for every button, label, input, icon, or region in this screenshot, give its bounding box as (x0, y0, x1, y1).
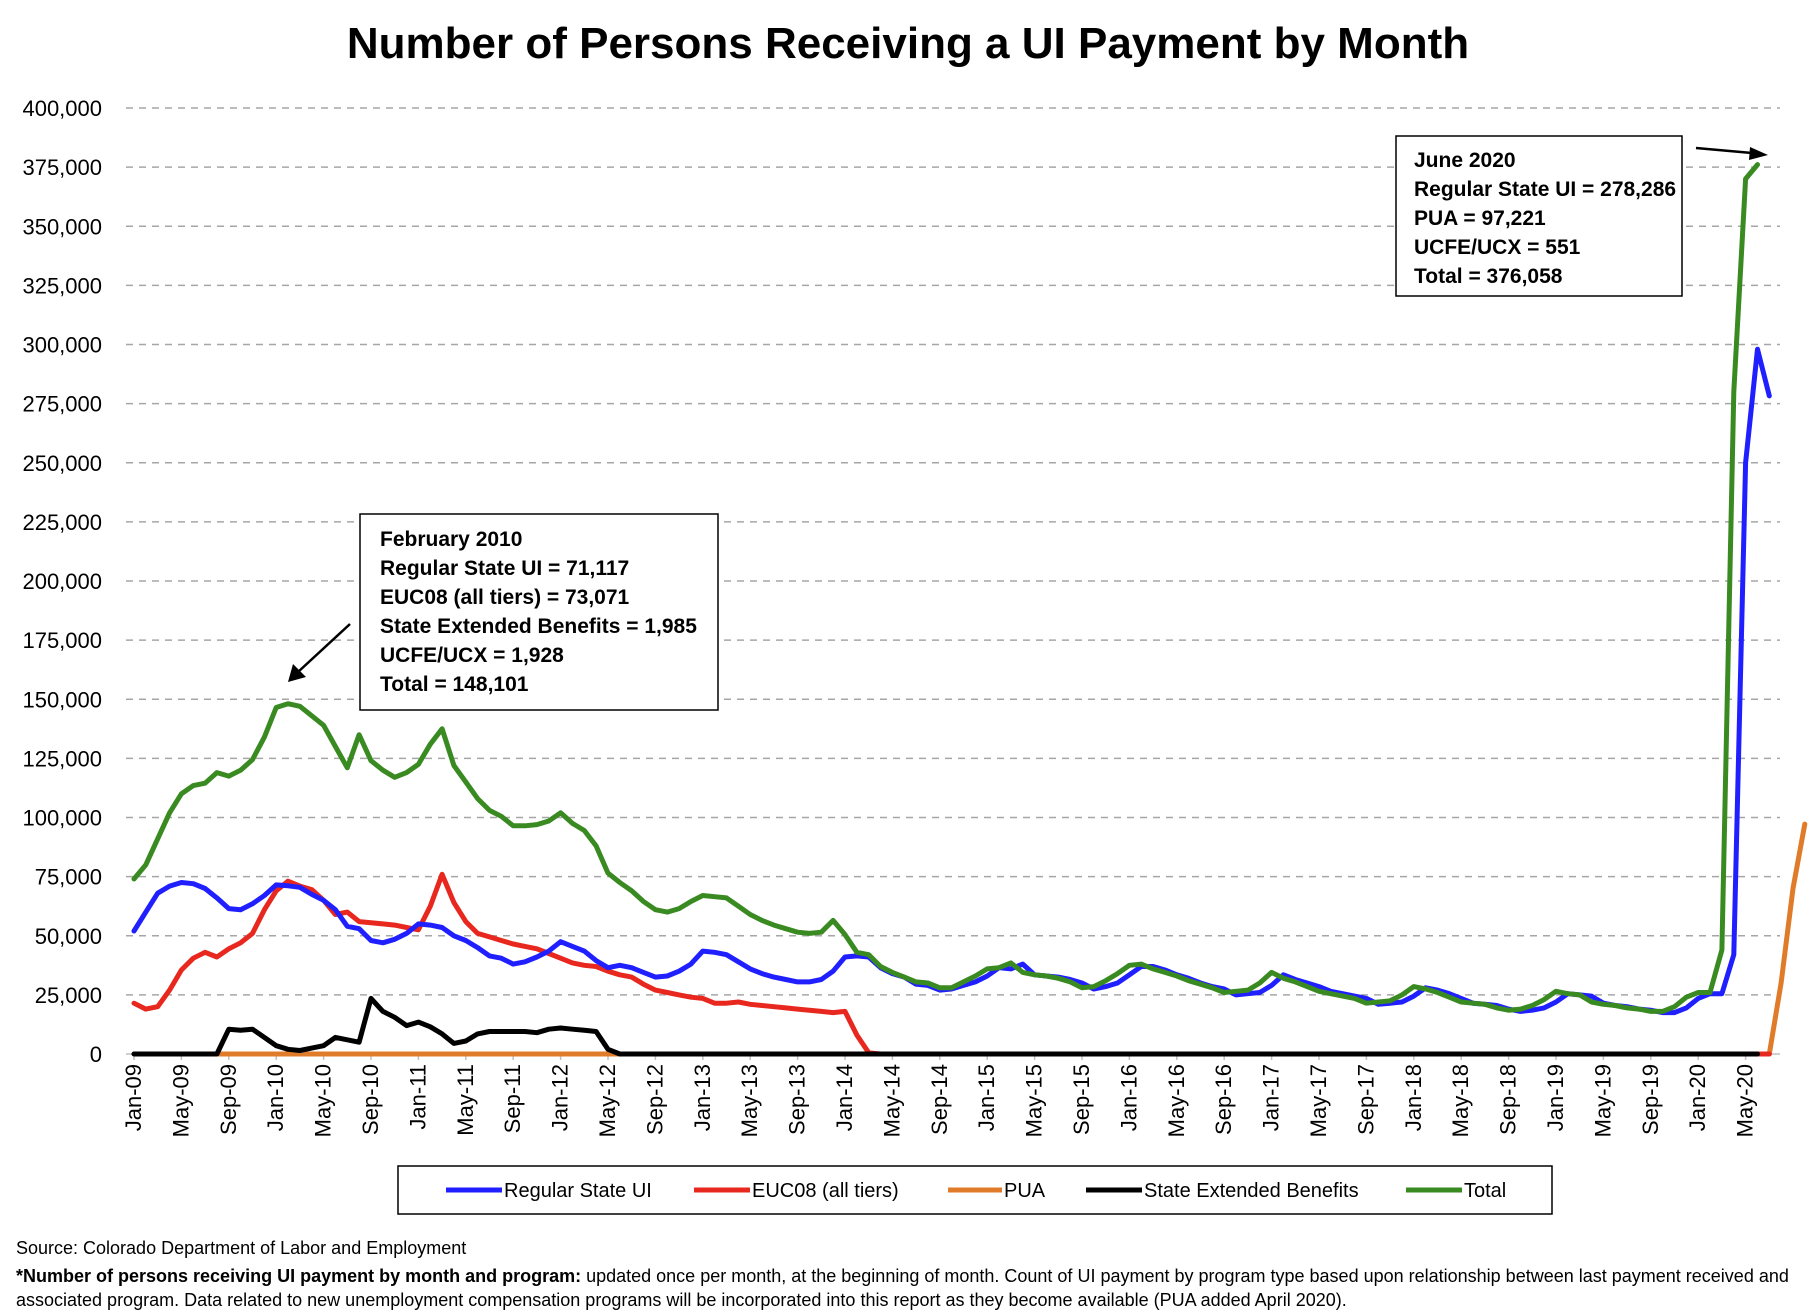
x-tick-label: Sep-09 (216, 1064, 241, 1135)
y-tick-label: 200,000 (22, 569, 102, 594)
source-note: Source: Colorado Department of Labor and… (16, 1238, 467, 1258)
annotation-arrow (1695, 146, 1753, 155)
y-tick-label: 250,000 (22, 451, 102, 476)
y-tick-label: 300,000 (22, 333, 102, 358)
y-tick-label: 0 (90, 1042, 102, 1067)
annotation-line: Total = 376,058 (1414, 265, 1563, 288)
y-tick-label: 175,000 (22, 628, 102, 653)
x-tick-label: Jan-09 (121, 1064, 146, 1131)
x-tick-label: May-09 (168, 1064, 193, 1137)
x-tick-label: May-16 (1164, 1064, 1189, 1137)
series-line-state-extended-benefits (131, 995, 1760, 1057)
legend-item-pua: PUA (948, 1180, 1046, 1202)
x-tick-label: Sep-10 (358, 1064, 383, 1135)
x-tick-label: Jan-13 (690, 1064, 715, 1131)
footnote-heading: *Number of persons receiving UI payment … (16, 1266, 582, 1286)
chart-title: Number of Persons Receiving a UI Payment… (347, 19, 1469, 68)
y-tick-label: 225,000 (22, 510, 102, 535)
x-tick-label: Jan-20 (1685, 1064, 1710, 1131)
x-tick-label: Sep-19 (1638, 1064, 1663, 1135)
series-lines (131, 162, 1808, 1057)
annotation-line: Total = 148,101 (380, 673, 529, 696)
y-tick-label: 375,000 (22, 155, 102, 180)
x-tick-label: May-19 (1590, 1064, 1615, 1137)
series-line-total (131, 162, 1760, 1014)
x-tick-label: Jan-10 (263, 1064, 288, 1131)
y-axis-ticks: 0 25,000 50,000 75,000 100,000 125,000 150,000… (22, 96, 102, 1067)
x-tick-label: May-12 (595, 1064, 620, 1137)
y-tick-label: 100,000 (22, 806, 102, 831)
legend-label: Regular State UI (504, 1180, 652, 1202)
y-tick-label: 325,000 (22, 273, 102, 298)
x-tick-label: May-18 (1448, 1064, 1473, 1137)
x-tick-label: May-13 (737, 1064, 762, 1137)
x-tick-label: May-17 (1306, 1064, 1331, 1137)
annotation-line: PUA = 97,221 (1414, 207, 1546, 230)
x-tick-label: May-10 (311, 1064, 336, 1137)
legend-item-regular-state-ui: Regular State UI (446, 1180, 652, 1202)
x-tick-label: Jan-19 (1543, 1064, 1568, 1131)
x-tick-label: Jan-15 (974, 1064, 999, 1131)
y-tick-label: 50,000 (35, 924, 102, 949)
footnote-text: updated once per month, at the beginning… (16, 1266, 1789, 1310)
footnote: *Number of persons receiving UI payment … (16, 1264, 1806, 1312)
x-tick-label: Sep-14 (927, 1064, 952, 1135)
y-tick-label: 150,000 (22, 687, 102, 712)
y-tick-label: 350,000 (22, 214, 102, 239)
y-tick-label: 275,000 (22, 392, 102, 417)
y-tick-label: 75,000 (35, 865, 102, 890)
legend-label: PUA (1004, 1180, 1046, 1202)
x-tick-label: Jan-14 (832, 1064, 857, 1131)
x-tick-label: May-15 (1022, 1064, 1047, 1137)
x-tick-label: Jan-18 (1401, 1064, 1426, 1131)
annotation-feb-2010: February 2010 Regular State UI = 71,117 … (288, 513, 719, 711)
legend-item-euc08: EUC08 (all tiers) (694, 1180, 899, 1202)
x-tick-label: May-11 (453, 1064, 478, 1136)
annotation-june-2020: June 2020 Regular State UI = 278,286 PUA… (1395, 135, 1768, 297)
x-tick-label: Sep-11 (500, 1064, 525, 1133)
annotation-line: June 2020 (1414, 149, 1516, 172)
annotation-arrowhead (1749, 147, 1768, 160)
annotation-line: Regular State UI = 71,117 (380, 557, 629, 580)
series-line-pua (131, 821, 1808, 1057)
x-tick-label: Sep-18 (1496, 1064, 1521, 1135)
x-tick-label: May-14 (879, 1064, 904, 1137)
x-tick-label: Sep-13 (785, 1064, 810, 1135)
series-line-euc08-all-tiers (131, 871, 1772, 1057)
y-tick-label: 400,000 (22, 96, 102, 121)
legend-label: State Extended Benefits (1144, 1180, 1359, 1202)
x-axis-ticks: Jan-09 May-09 Sep-09 Jan-10 May-10 Sep-10 Jan-… (121, 1054, 1758, 1137)
legend: Regular State UI EUC08 (all tiers) PUA S… (397, 1165, 1553, 1215)
x-tick-label: Jan-16 (1116, 1064, 1141, 1131)
annotation-line: State Extended Benefits = 1,985 (380, 615, 697, 638)
annotation-june-2020-box (1395, 135, 1683, 297)
y-tick-label: 125,000 (22, 746, 102, 771)
legend-label: EUC08 (all tiers) (752, 1180, 899, 1202)
annotation-line: UCFE/UCX = 1,928 (380, 644, 564, 667)
annotation-line: EUC08 (all tiers) = 73,071 (380, 586, 630, 609)
y-tick-label: 25,000 (35, 983, 102, 1008)
legend-item-total: Total (1406, 1180, 1506, 1202)
x-tick-label: Jan-17 (1259, 1064, 1284, 1131)
annotation-line: UCFE/UCX = 551 (1414, 236, 1581, 259)
x-tick-label: Sep-16 (1211, 1064, 1236, 1135)
annotation-arrow (297, 623, 351, 673)
annotation-line: Regular State UI = 278,286 (1414, 178, 1676, 201)
x-tick-label: Sep-17 (1353, 1064, 1378, 1135)
x-tick-label: Sep-12 (642, 1064, 667, 1135)
legend-item-state-extended-benefits: State Extended Benefits (1086, 1180, 1359, 1202)
x-tick-label: Sep-15 (1069, 1064, 1094, 1135)
x-tick-label: May-20 (1733, 1064, 1758, 1137)
legend-label: Total (1464, 1180, 1506, 1202)
annotation-feb-2010-box (359, 513, 719, 711)
annotation-arrowhead (288, 664, 306, 682)
x-tick-label: Jan-12 (548, 1064, 573, 1131)
x-tick-label: Jan-11 (405, 1064, 430, 1130)
annotation-line: February 2010 (380, 528, 522, 551)
